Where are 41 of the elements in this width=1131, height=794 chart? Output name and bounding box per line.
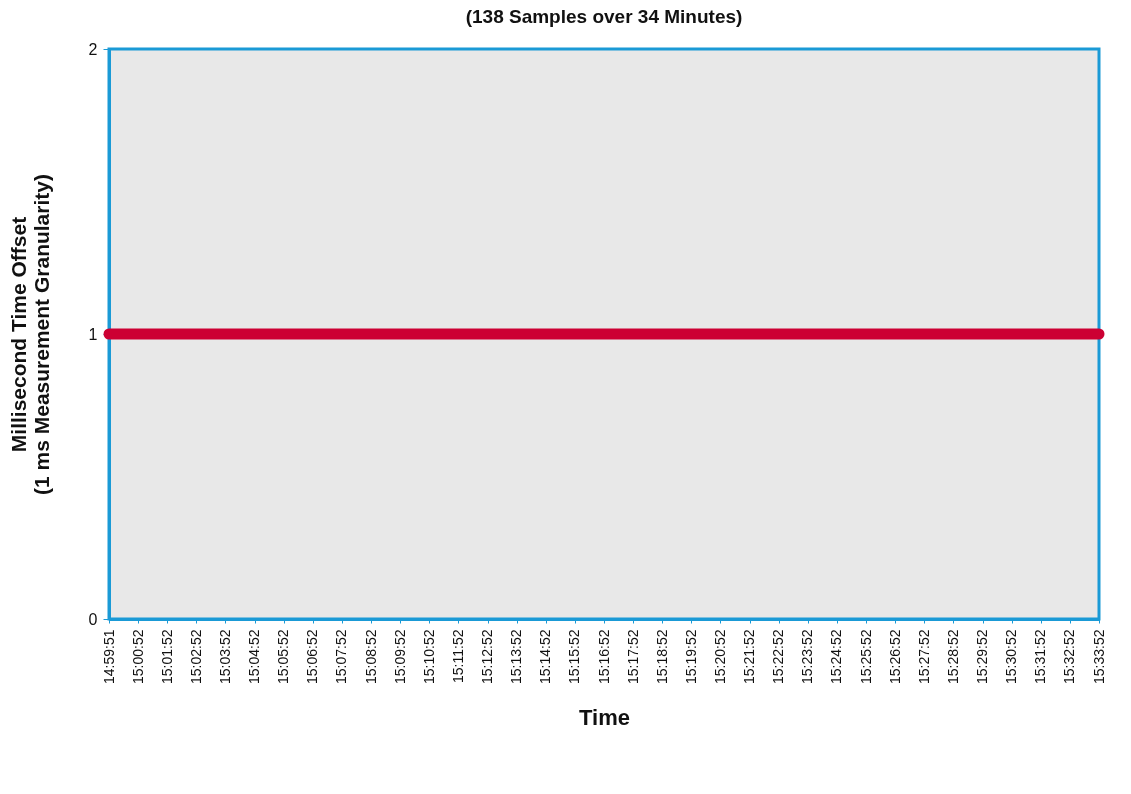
x-axis-title: Time — [579, 705, 630, 730]
x-tick-label: 15:04:52 — [246, 629, 263, 684]
x-tick-label: 15:09:52 — [391, 629, 408, 684]
x-tick-label: 15:11:52 — [449, 629, 466, 683]
x-tick-label: 15:07:52 — [333, 629, 350, 684]
x-tick-label: 15:20:52 — [711, 629, 728, 684]
x-tick-label: 15:19:52 — [682, 629, 699, 684]
y-tick-label: 2 — [88, 40, 98, 58]
x-tick-label: 15:29:52 — [974, 629, 991, 684]
x-tick-label: 15:18:52 — [653, 629, 670, 684]
x-tick-label: 15:15:52 — [566, 629, 583, 684]
x-tick-label: 15:16:52 — [595, 629, 612, 684]
x-tick-label: 15:31:52 — [1032, 629, 1049, 684]
x-tick-label: 15:30:52 — [1003, 629, 1020, 684]
x-tick-label: 15:06:52 — [304, 629, 321, 684]
x-tick-label: 15:22:52 — [770, 629, 787, 684]
x-tick-label: 15:33:52 — [1090, 629, 1107, 684]
x-tick-label: 15:13:52 — [508, 629, 525, 684]
x-tick-label: 15:21:52 — [741, 629, 758, 684]
x-tick-label: 15:28:52 — [944, 629, 961, 684]
x-tick-label: 15:01:52 — [158, 629, 175, 684]
x-tick-label: 15:05:52 — [275, 629, 292, 684]
x-tick-label: 15:03:52 — [216, 629, 233, 684]
x-tick-label: 15:32:52 — [1061, 629, 1078, 684]
x-tick-label: 15:24:52 — [828, 629, 845, 684]
x-tick-label: 15:00:52 — [129, 629, 146, 684]
x-tick-label: 15:12:52 — [479, 629, 496, 684]
y-tick-label: 0 — [88, 610, 98, 628]
x-tick-label: 15:02:52 — [187, 629, 204, 684]
x-tick-label: 15:17:52 — [624, 629, 641, 684]
x-tick-label: 15:10:52 — [420, 629, 437, 684]
y-axis-title: Millisecond Time Offset (1 ms Measurement Granularity) — [6, 174, 53, 495]
chart-title: (138 Samples over 34 Minutes) — [465, 6, 743, 27]
x-tick-label: 15:26:52 — [886, 629, 903, 684]
x-tick-label: 15:08:52 — [362, 629, 379, 684]
y-tick-label: 1 — [88, 325, 98, 343]
x-tick-label: 15:25:52 — [857, 629, 874, 684]
x-tick-label: 14:59:51 — [100, 629, 117, 684]
x-tick-label: 15:27:52 — [915, 629, 932, 684]
x-tick-label: 15:14:52 — [537, 629, 554, 684]
x-tick-label: 15:23:52 — [799, 629, 816, 684]
